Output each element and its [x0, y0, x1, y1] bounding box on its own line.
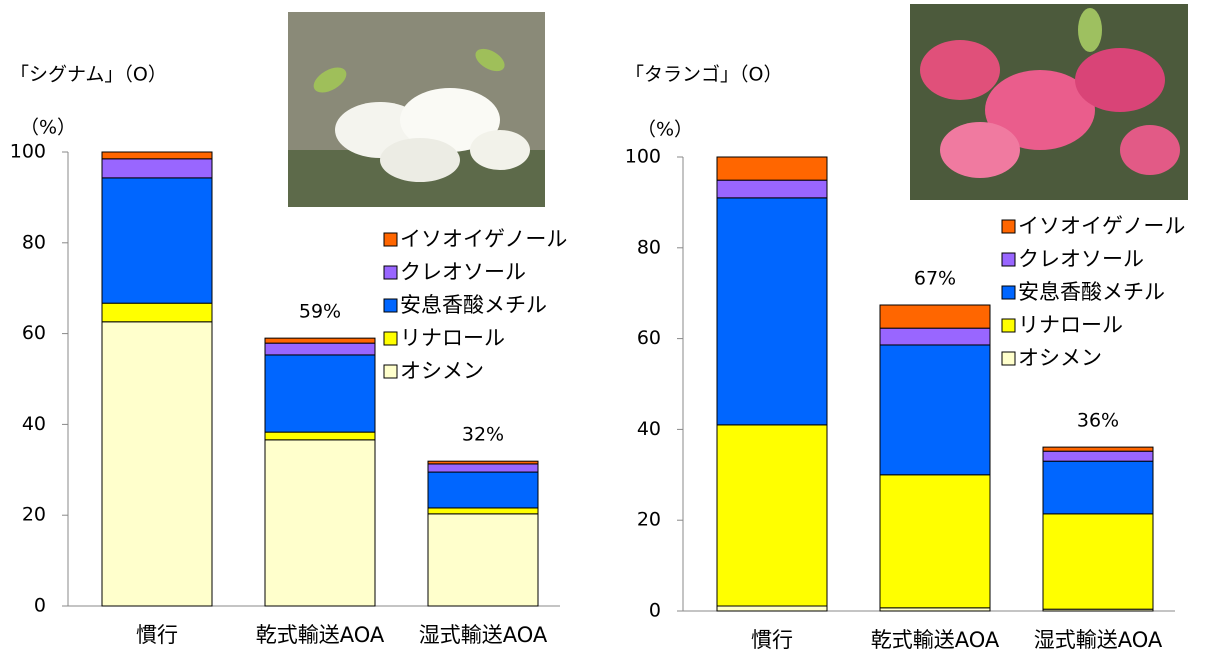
bar-segment: [264, 439, 376, 607]
bar-segment: [427, 463, 539, 473]
y-tick-label: 100: [625, 146, 661, 168]
photo: [288, 12, 545, 207]
y-tick-label: 80: [22, 231, 46, 253]
chart-title: 「タランゴ」（O）: [625, 64, 782, 86]
bar-segment: [716, 197, 828, 426]
bar-segment: [1042, 450, 1154, 462]
bar-segment: [427, 471, 539, 509]
bar-segment: [427, 460, 539, 465]
y-tick-label: 0: [649, 600, 661, 622]
legend-label: イソオイゲノール: [1018, 214, 1185, 238]
bar-segment: [264, 431, 376, 441]
y-tick-label: 20: [637, 509, 661, 531]
y-axis-label: （%）: [637, 119, 693, 141]
y-tick-label: 40: [637, 418, 661, 440]
y-tick-label: 60: [22, 322, 46, 344]
y-tick-label: 80: [637, 236, 661, 258]
legend-swatch: [1001, 351, 1016, 366]
total-label: 36%: [1077, 410, 1119, 432]
bar-segment: [427, 507, 539, 515]
total-label: 59%: [299, 301, 341, 323]
total-label: 32%: [462, 424, 504, 446]
bar-segment: [264, 337, 376, 344]
legend-swatch: [1001, 252, 1016, 267]
bar-segment: [716, 424, 828, 607]
legend-label: オシメン: [1018, 346, 1102, 370]
x-tick-label: 慣行: [136, 623, 178, 647]
bar-segment: [427, 513, 539, 607]
bar-segment: [101, 302, 213, 323]
bar-segment: [101, 321, 213, 607]
bar-segment: [101, 158, 213, 179]
legend-swatch: [1001, 285, 1016, 300]
legend-label: クレオソール: [400, 260, 526, 284]
legend-swatch: [383, 331, 398, 346]
x-tick-label: 乾式輸送AOA: [256, 623, 385, 647]
y-tick-label: 20: [22, 504, 46, 526]
y-tick-label: 40: [22, 413, 46, 435]
legend-label: リナロール: [1018, 313, 1123, 337]
bar-segment: [879, 474, 991, 609]
legend-label: クレオソール: [1018, 247, 1144, 271]
bar-segment: [716, 156, 828, 181]
bar-segment: [101, 151, 213, 160]
legend-swatch: [1001, 219, 1016, 234]
bar-segment: [1042, 446, 1154, 452]
x-tick-label: 湿式輸送AOA: [1034, 628, 1163, 652]
bar-segment: [879, 304, 991, 329]
bar-segment: [879, 327, 991, 346]
y-tick-label: 100: [10, 141, 46, 163]
x-tick-label: 湿式輸送AOA: [419, 623, 548, 647]
bar-segment: [716, 179, 828, 199]
legend-swatch: [383, 265, 398, 280]
photo: [910, 4, 1188, 200]
bar-segment: [264, 354, 376, 433]
x-tick-label: 乾式輸送AOA: [871, 628, 1000, 652]
bar-segment: [101, 177, 213, 304]
bar-segment: [716, 605, 828, 612]
legend-swatch: [383, 298, 398, 313]
total-label: 67%: [914, 268, 956, 290]
legend-label: 安息香酸メチル: [400, 293, 547, 317]
legend-swatch: [383, 364, 398, 379]
chart-title: 「シグナム」（O）: [10, 64, 167, 86]
legend-label: イソオイゲノール: [400, 227, 567, 251]
bar-segment: [1042, 460, 1154, 515]
bar-segment: [264, 342, 376, 356]
y-tick-label: 0: [34, 595, 46, 617]
legend-label: リナロール: [400, 326, 505, 350]
bar-segment: [879, 344, 991, 476]
legend-swatch: [383, 232, 398, 247]
y-axis-label: （%）: [20, 117, 76, 139]
bar-segment: [1042, 513, 1154, 610]
x-tick-label: 慣行: [751, 628, 793, 652]
legend-swatch: [1001, 318, 1016, 333]
legend-label: 安息香酸メチル: [1018, 280, 1165, 304]
y-tick-label: 60: [637, 327, 661, 349]
legend-label: オシメン: [400, 359, 484, 383]
